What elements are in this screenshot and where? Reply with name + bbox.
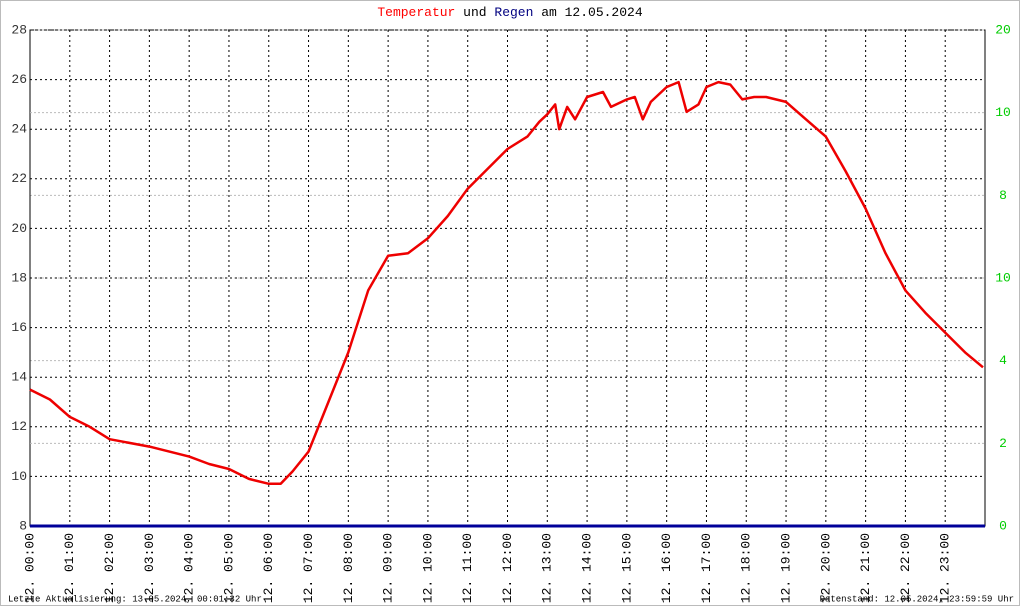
title-part: am 12.05.2024 [541, 5, 643, 20]
x-tick-label: 12. 23:00 [938, 533, 953, 603]
y2-tick-label: 20 [995, 22, 1011, 37]
x-tick-label: 12. 13:00 [540, 533, 555, 603]
x-tick-label: 12. 16:00 [659, 533, 674, 603]
y-tick-label: 20 [11, 221, 27, 236]
x-tick-label: 12. 04:00 [182, 533, 197, 603]
x-tick-label: 12. 22:00 [898, 533, 913, 603]
x-tick-label: 12. 19:00 [778, 533, 793, 603]
footer-right: Datenstand: 12.05.2024, 23:59:59 Uhr [820, 594, 1014, 604]
x-tick-label: 12. 07:00 [301, 533, 316, 603]
x-tick-label: 12. 01:00 [62, 533, 77, 603]
y-tick-label: 26 [11, 72, 27, 87]
series-line [29, 80, 984, 486]
y-tick-label: 14 [11, 370, 27, 385]
y-tick-label: 22 [11, 171, 27, 186]
y-tick-label: 16 [11, 320, 27, 335]
y2-tick-label: 2 [999, 436, 1007, 451]
x-tick-label: 12. 02:00 [102, 533, 117, 603]
y-tick-label: 28 [11, 22, 27, 37]
y2-tick-label: 4 [999, 353, 1007, 368]
y-tick-label: 8 [19, 518, 27, 533]
x-tick-label: 12. 21:00 [858, 533, 873, 603]
x-tick-label: 12. 08:00 [341, 533, 356, 603]
x-tick-label: 12. 12:00 [500, 533, 515, 603]
y-tick-label: 10 [11, 469, 27, 484]
y2-tick-label: 10 [995, 270, 1011, 285]
x-tick-label: 12. 10:00 [420, 533, 435, 603]
x-tick-label: 12. 03:00 [142, 533, 157, 603]
footer-left: Letzte Aktualisierung: 13.05.2024, 00:01… [8, 594, 262, 604]
x-tick-label: 12. 18:00 [739, 533, 754, 603]
x-tick-label: 12. 15:00 [619, 533, 634, 603]
x-tick-label: 12. 14:00 [580, 533, 595, 603]
x-tick-label: 12. 17:00 [699, 533, 714, 603]
y2-tick-label: 10 [995, 105, 1011, 120]
x-tick-label: 12. 09:00 [381, 533, 396, 603]
y-tick-label: 24 [11, 122, 27, 137]
x-tick-label: 12. 00:00 [22, 533, 37, 603]
y-tick-label: 12 [11, 419, 27, 434]
title-part: Regen [494, 5, 533, 20]
y2-tick-label: 8 [999, 188, 1007, 203]
y2-tick-label: 0 [999, 518, 1007, 533]
x-tick-label: 12. 11:00 [460, 533, 475, 603]
title-part: Temperatur [377, 5, 455, 20]
x-tick-label: 12. 20:00 [818, 533, 833, 603]
x-tick-label: 12. 05:00 [221, 533, 236, 603]
chart-title: Temperatur und Regen am 12.05.2024 [377, 5, 642, 20]
title-part: und [463, 5, 486, 20]
y-tick-label: 18 [11, 270, 27, 285]
x-tick-label: 12. 06:00 [261, 533, 276, 603]
